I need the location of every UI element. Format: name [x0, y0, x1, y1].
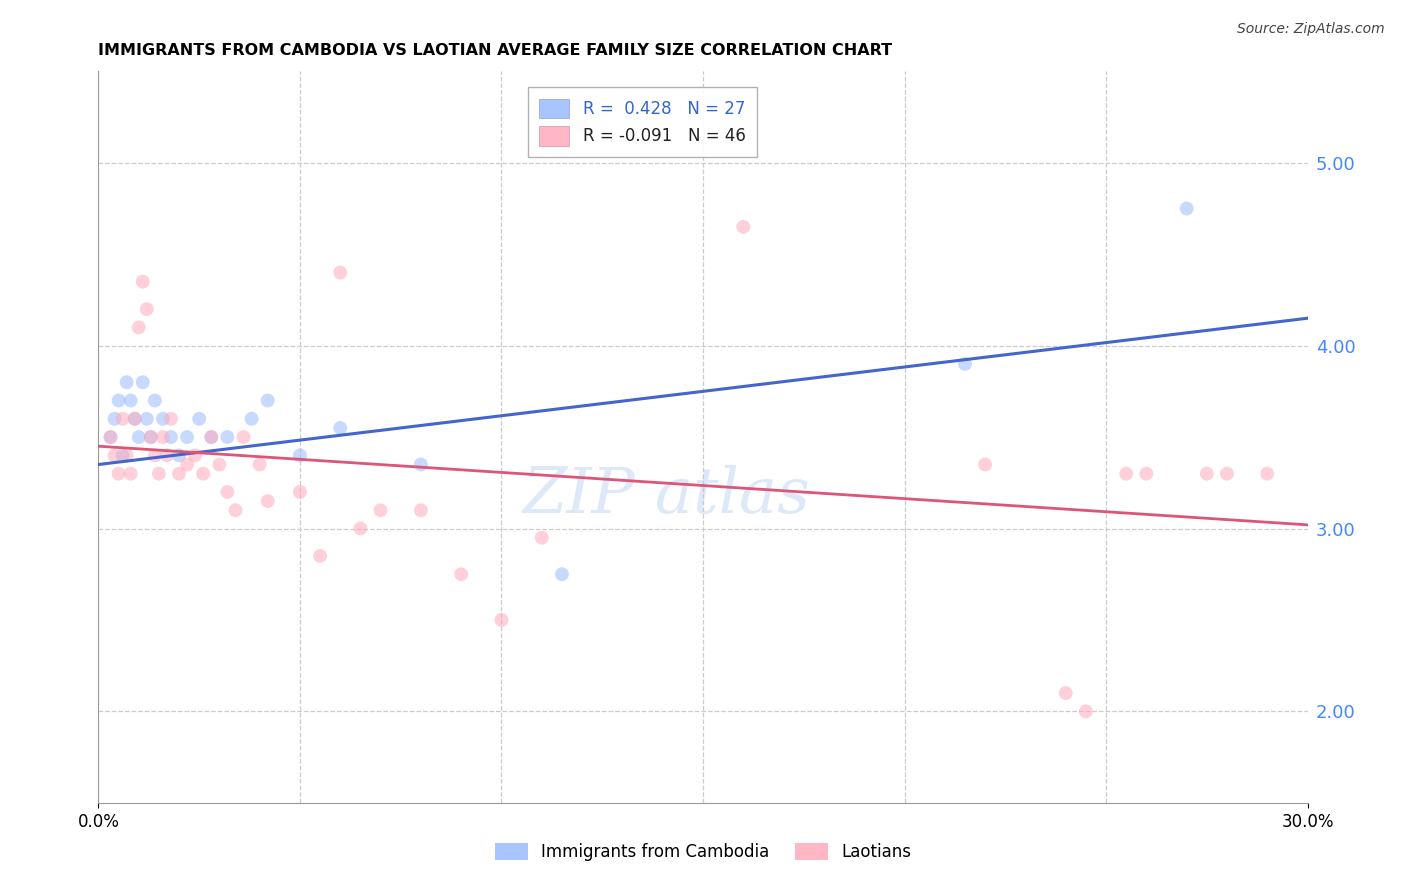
Point: [176, 458, 198, 472]
Point: [733, 219, 755, 234]
Point: [200, 430, 222, 444]
Point: [256, 494, 278, 508]
Point: [120, 467, 142, 481]
Point: [491, 613, 513, 627]
Point: [240, 412, 263, 426]
Point: [148, 467, 170, 481]
Point: [103, 412, 125, 426]
Point: [288, 448, 311, 462]
Point: [1115, 467, 1137, 481]
Point: [1195, 467, 1218, 481]
Point: [160, 412, 183, 426]
Point: [1175, 202, 1198, 216]
Point: [551, 567, 574, 582]
Point: [143, 393, 166, 408]
Point: [143, 448, 166, 462]
Point: [188, 412, 211, 426]
Point: [100, 430, 122, 444]
Point: [115, 375, 138, 389]
Point: [1074, 705, 1097, 719]
Point: [200, 430, 222, 444]
Point: [409, 458, 432, 472]
Point: [217, 485, 239, 500]
Point: [120, 393, 142, 408]
Point: [132, 375, 155, 389]
Point: [349, 521, 371, 535]
Point: [124, 412, 146, 426]
Point: [139, 430, 162, 444]
Point: [115, 448, 138, 462]
Point: [193, 467, 215, 481]
Point: [1216, 467, 1239, 481]
Point: [139, 430, 162, 444]
Point: [111, 448, 134, 462]
Point: [103, 448, 125, 462]
Point: [184, 448, 207, 462]
Text: IMMIGRANTS FROM CAMBODIA VS LAOTIAN AVERAGE FAMILY SIZE CORRELATION CHART: IMMIGRANTS FROM CAMBODIA VS LAOTIAN AVER…: [98, 43, 893, 58]
Point: [309, 549, 332, 563]
Point: [176, 430, 198, 444]
Point: [217, 430, 239, 444]
Point: [288, 485, 311, 500]
Point: [224, 503, 246, 517]
Point: [450, 567, 472, 582]
Point: [974, 458, 997, 472]
Point: [128, 430, 150, 444]
Point: [409, 503, 432, 517]
Point: [107, 467, 129, 481]
Point: [329, 265, 352, 279]
Point: [135, 301, 157, 317]
Point: [1256, 467, 1278, 481]
Point: [249, 458, 271, 472]
Legend: Immigrants from Cambodia, Laotians: Immigrants from Cambodia, Laotians: [488, 836, 918, 868]
Point: [167, 448, 190, 462]
Point: [160, 430, 183, 444]
Point: [107, 393, 129, 408]
Point: [329, 421, 352, 435]
Point: [571, 119, 593, 133]
Point: [370, 503, 392, 517]
Point: [156, 448, 179, 462]
Point: [256, 393, 278, 408]
Point: [208, 458, 231, 472]
Point: [152, 412, 174, 426]
Text: Source: ZipAtlas.com: Source: ZipAtlas.com: [1237, 22, 1385, 37]
Point: [152, 430, 174, 444]
Point: [1135, 467, 1157, 481]
Point: [167, 467, 190, 481]
Point: [111, 412, 134, 426]
Point: [128, 320, 150, 334]
Point: [132, 275, 155, 289]
Point: [100, 430, 122, 444]
Point: [530, 531, 553, 545]
Point: [124, 412, 146, 426]
Point: [1054, 686, 1077, 700]
Point: [135, 412, 157, 426]
Text: ZIP atlas: ZIP atlas: [523, 465, 811, 526]
Point: [953, 357, 976, 371]
Point: [232, 430, 254, 444]
